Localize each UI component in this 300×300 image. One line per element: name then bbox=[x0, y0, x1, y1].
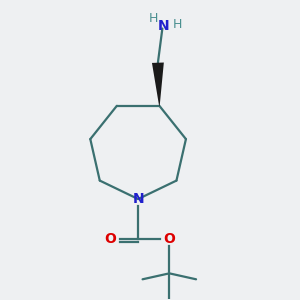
Text: H: H bbox=[172, 18, 182, 31]
Text: O: O bbox=[104, 232, 116, 246]
Text: N: N bbox=[132, 192, 144, 206]
Text: N: N bbox=[158, 19, 170, 33]
Text: H: H bbox=[149, 12, 158, 25]
Polygon shape bbox=[152, 62, 164, 106]
Text: O: O bbox=[164, 232, 175, 246]
